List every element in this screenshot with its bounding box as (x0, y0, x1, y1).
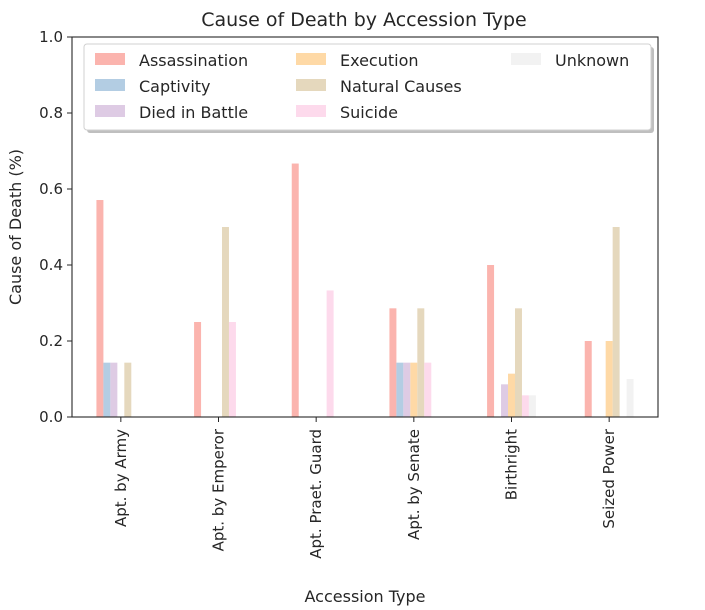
bar-died-in-battle-4 (403, 362, 411, 417)
y-tick-label: 1.0 (39, 28, 63, 46)
bars-group (96, 163, 634, 417)
bar-assassination-6 (584, 341, 592, 417)
legend-label-natural-causes: Natural Causes (340, 77, 462, 96)
legend-label-assassination: Assassination (139, 51, 248, 70)
legend-swatch-suicide (296, 105, 326, 117)
x-tick-label: Apt. by Emperor (210, 428, 228, 551)
bar-execution-4 (410, 362, 418, 417)
legend-swatch-died-in-battle (95, 105, 125, 117)
chart-title: Cause of Death by Accession Type (201, 9, 526, 31)
legend-swatch-captivity (95, 79, 125, 91)
x-tick-label: Apt. by Senate (405, 429, 423, 540)
bar-captivity-4 (396, 362, 404, 417)
legend-label-suicide: Suicide (340, 103, 398, 122)
x-tick-label: Seized Power (600, 428, 618, 528)
legend-label-died-in-battle: Died in Battle (139, 103, 248, 122)
legend-box (83, 43, 652, 131)
bar-died-in-battle-1 (110, 362, 118, 417)
legend: Assassination Captivity Died in Battle Exec… (83, 43, 654, 133)
x-axis-label: Accession Type (305, 587, 426, 606)
bar-assassination-1 (96, 200, 104, 417)
bar-suicide-5 (521, 395, 529, 417)
y-tick-label: 0.2 (39, 332, 63, 350)
bar-unknown-5 (528, 395, 536, 417)
bar-execution-6 (605, 341, 613, 417)
legend-swatch-execution (296, 53, 326, 65)
bar-natural-causes-6 (612, 227, 620, 417)
bar-execution-5 (508, 373, 515, 417)
bar-assassination-5 (487, 265, 495, 417)
bar-suicide-4 (424, 362, 432, 417)
bar-assassination-2 (194, 322, 202, 417)
bar-captivity-1 (103, 362, 111, 417)
bar-natural-causes-2 (221, 227, 229, 417)
y-tick-label: 0.6 (39, 180, 63, 198)
y-tick-label: 0.0 (39, 408, 63, 426)
bar-assassination-3 (291, 163, 299, 417)
y-axis-ticks: 0.0 0.2 0.4 0.6 0.8 1.0 (39, 28, 72, 426)
bar-suicide-2 (228, 322, 236, 417)
x-tick-label: Apt. by Army (112, 429, 130, 527)
bar-suicide-3 (326, 290, 334, 417)
bar-natural-causes-4 (417, 308, 425, 417)
legend-label-execution: Execution (340, 51, 419, 70)
bar-assassination-4 (389, 308, 397, 417)
legend-swatch-unknown (511, 53, 541, 65)
bar-natural-causes-1 (124, 362, 132, 417)
x-tick-label: Apt. Praet. Guard (307, 429, 325, 559)
y-tick-label: 0.4 (39, 256, 63, 274)
bar-unknown-6 (626, 379, 634, 417)
legend-label-unknown: Unknown (555, 51, 629, 70)
bar-natural-causes-5 (514, 308, 522, 417)
legend-label-captivity: Captivity (139, 77, 211, 96)
bar-died-in-battle-5 (501, 384, 509, 417)
y-axis-label: Cause of Death (%) (6, 149, 25, 305)
legend-swatch-assassination (95, 53, 125, 65)
legend-swatch-natural-causes (296, 79, 326, 91)
x-tick-label: Birthright (503, 429, 521, 500)
y-tick-label: 0.8 (39, 104, 63, 122)
x-axis-ticks: Apt. by Army Apt. by Emperor Apt. Praet. G… (112, 417, 618, 559)
plot-frame (71, 36, 659, 418)
